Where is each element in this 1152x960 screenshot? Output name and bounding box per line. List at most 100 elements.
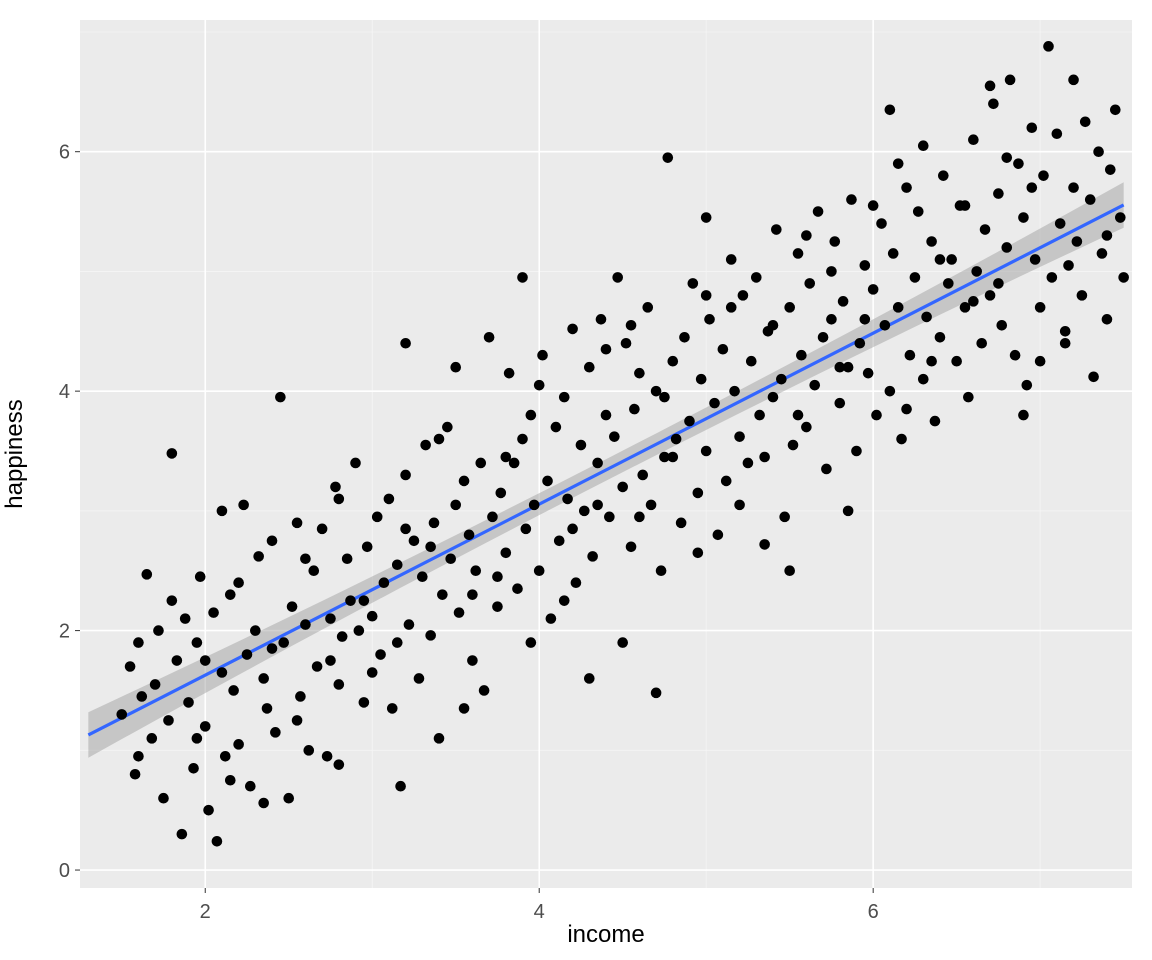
data-point — [384, 494, 395, 505]
data-point — [930, 416, 941, 427]
data-point — [529, 500, 540, 511]
data-point — [1035, 302, 1046, 313]
data-point — [303, 745, 314, 756]
data-point — [838, 296, 849, 307]
data-point — [968, 296, 979, 307]
data-point — [793, 248, 804, 259]
data-point — [863, 368, 874, 379]
data-point — [496, 488, 507, 499]
data-point — [1038, 170, 1049, 181]
data-point — [292, 715, 303, 726]
data-point — [450, 500, 461, 511]
data-point — [793, 410, 804, 421]
data-point — [651, 688, 662, 699]
data-point — [562, 494, 573, 505]
data-point — [818, 332, 829, 343]
data-point — [634, 368, 645, 379]
x-tick-label: 6 — [868, 901, 879, 923]
data-point — [501, 452, 512, 463]
data-point — [960, 200, 971, 211]
data-point — [484, 332, 495, 343]
data-point — [200, 721, 211, 732]
data-point — [860, 314, 871, 325]
data-point — [417, 571, 428, 582]
data-point — [659, 392, 670, 403]
data-point — [487, 512, 498, 523]
data-point — [868, 284, 879, 295]
data-point — [526, 410, 537, 421]
data-point — [359, 595, 370, 606]
data-point — [885, 104, 896, 115]
data-point — [450, 362, 461, 373]
data-point — [1110, 104, 1121, 115]
data-point — [743, 458, 754, 469]
data-point — [688, 278, 699, 289]
data-point — [292, 518, 303, 529]
data-point — [684, 416, 695, 427]
data-point — [943, 278, 954, 289]
data-point — [567, 524, 578, 535]
data-point — [584, 362, 595, 373]
data-point — [1060, 338, 1071, 349]
data-point — [534, 380, 545, 391]
data-point — [768, 392, 779, 403]
data-point — [429, 518, 440, 529]
y-tick-label: 0 — [59, 860, 70, 882]
data-point — [537, 350, 548, 361]
data-point — [893, 158, 904, 169]
data-point — [1080, 116, 1091, 127]
data-point — [392, 637, 403, 648]
data-point — [826, 266, 837, 277]
data-point — [667, 452, 678, 463]
data-point — [337, 631, 348, 642]
data-point — [1093, 146, 1104, 157]
data-point — [1035, 356, 1046, 367]
data-point — [379, 577, 390, 588]
data-point — [1043, 41, 1054, 52]
data-point — [759, 539, 770, 550]
data-point — [434, 733, 445, 744]
data-point — [1077, 290, 1088, 301]
data-point — [709, 398, 720, 409]
data-point — [534, 565, 545, 576]
data-point — [629, 404, 640, 415]
data-point — [612, 272, 623, 283]
data-point — [592, 458, 603, 469]
data-point — [200, 655, 211, 666]
y-tick-label: 4 — [59, 381, 70, 403]
data-point — [642, 302, 653, 313]
data-point — [233, 739, 244, 750]
data-point — [400, 524, 411, 535]
data-point — [621, 338, 632, 349]
data-point — [963, 392, 974, 403]
data-point — [475, 458, 486, 469]
data-point — [746, 356, 757, 367]
data-point — [133, 751, 144, 762]
data-point — [300, 553, 311, 564]
data-point — [147, 733, 158, 744]
data-point — [696, 374, 707, 385]
data-point — [172, 655, 183, 666]
scatter-chart: 2460246incomehappiness — [0, 0, 1152, 960]
data-point — [322, 751, 333, 762]
data-point — [300, 619, 311, 630]
data-point — [192, 733, 203, 744]
data-point — [926, 356, 937, 367]
data-point — [1115, 212, 1126, 223]
data-point — [1085, 194, 1096, 205]
data-point — [901, 404, 912, 415]
data-point — [634, 512, 645, 523]
data-point — [425, 630, 436, 641]
data-point — [1068, 75, 1079, 86]
data-point — [1068, 182, 1079, 193]
data-point — [704, 314, 715, 325]
data-point — [517, 434, 528, 445]
data-point — [208, 607, 219, 618]
data-point — [662, 152, 673, 163]
data-point — [551, 422, 562, 433]
data-point — [1027, 182, 1038, 193]
data-point — [359, 697, 370, 708]
data-point — [177, 829, 188, 840]
data-point — [317, 524, 328, 535]
data-point — [203, 805, 214, 816]
